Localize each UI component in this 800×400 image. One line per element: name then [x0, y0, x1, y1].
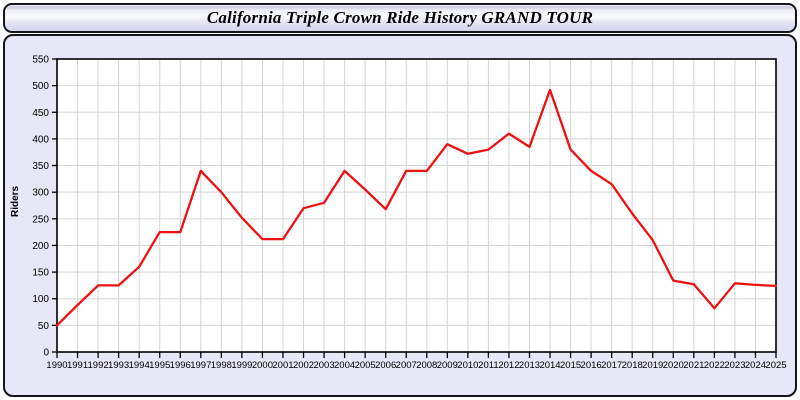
svg-text:2022: 2022 — [704, 360, 725, 371]
svg-text:2015: 2015 — [560, 360, 581, 371]
svg-text:2003: 2003 — [313, 360, 334, 371]
svg-text:2004: 2004 — [334, 360, 355, 371]
svg-text:2012: 2012 — [498, 360, 519, 371]
svg-text:2023: 2023 — [724, 360, 745, 371]
svg-text:1995: 1995 — [149, 360, 170, 371]
svg-text:200: 200 — [32, 241, 49, 252]
riders-series-line — [55, 88, 778, 327]
svg-text:2008: 2008 — [416, 360, 437, 371]
svg-text:2025: 2025 — [765, 360, 786, 371]
svg-text:400: 400 — [32, 134, 49, 145]
svg-text:450: 450 — [32, 108, 49, 119]
axis-ticks — [52, 58, 777, 358]
gridlines — [57, 59, 776, 352]
svg-text:1993: 1993 — [108, 360, 129, 371]
svg-text:1998: 1998 — [211, 360, 232, 371]
svg-text:1996: 1996 — [170, 360, 191, 371]
svg-text:2007: 2007 — [396, 360, 417, 371]
svg-text:300: 300 — [32, 188, 49, 199]
svg-text:2020: 2020 — [663, 360, 684, 371]
svg-text:1990: 1990 — [46, 360, 67, 371]
svg-text:500: 500 — [32, 81, 49, 92]
svg-text:0: 0 — [43, 348, 49, 359]
x-axis-labels: 1990 1991 1992 1993 1994 1995 1996 1997 1998 1999… — [46, 360, 786, 371]
svg-text:50: 50 — [38, 321, 50, 332]
plot-frame — [56, 58, 777, 353]
svg-text:1997: 1997 — [190, 360, 211, 371]
svg-text:2000: 2000 — [252, 360, 273, 371]
svg-text:2014: 2014 — [539, 360, 560, 371]
svg-text:2017: 2017 — [601, 360, 622, 371]
svg-text:1999: 1999 — [231, 360, 252, 371]
svg-text:2006: 2006 — [375, 360, 396, 371]
svg-text:100: 100 — [32, 294, 49, 305]
page-title: California Triple Crown Ride History GRA… — [206, 8, 594, 27]
svg-text:2024: 2024 — [745, 360, 766, 371]
svg-text:550: 550 — [32, 55, 49, 66]
plot-area — [57, 59, 776, 352]
svg-text:2013: 2013 — [519, 360, 540, 371]
svg-text:2021: 2021 — [683, 360, 704, 371]
svg-text:2010: 2010 — [457, 360, 478, 371]
svg-text:250: 250 — [32, 214, 49, 225]
svg-text:2001: 2001 — [272, 360, 293, 371]
svg-text:1991: 1991 — [67, 360, 88, 371]
svg-text:2018: 2018 — [622, 360, 643, 371]
svg-text:2019: 2019 — [642, 360, 663, 371]
svg-text:2016: 2016 — [581, 360, 602, 371]
svg-text:2009: 2009 — [437, 360, 458, 371]
svg-text:2002: 2002 — [293, 360, 314, 371]
svg-text:1994: 1994 — [129, 360, 150, 371]
svg-text:150: 150 — [32, 268, 49, 279]
y-axis-labels: 0 50 100 150 200 250 300 350 400 450 500 550 — [32, 55, 49, 359]
title-bar: California Triple Crown Ride History GRA… — [3, 3, 797, 33]
svg-text:2005: 2005 — [355, 360, 376, 371]
svg-text:350: 350 — [32, 161, 49, 172]
svg-text:2011: 2011 — [478, 360, 498, 371]
svg-text:1992: 1992 — [88, 360, 109, 371]
